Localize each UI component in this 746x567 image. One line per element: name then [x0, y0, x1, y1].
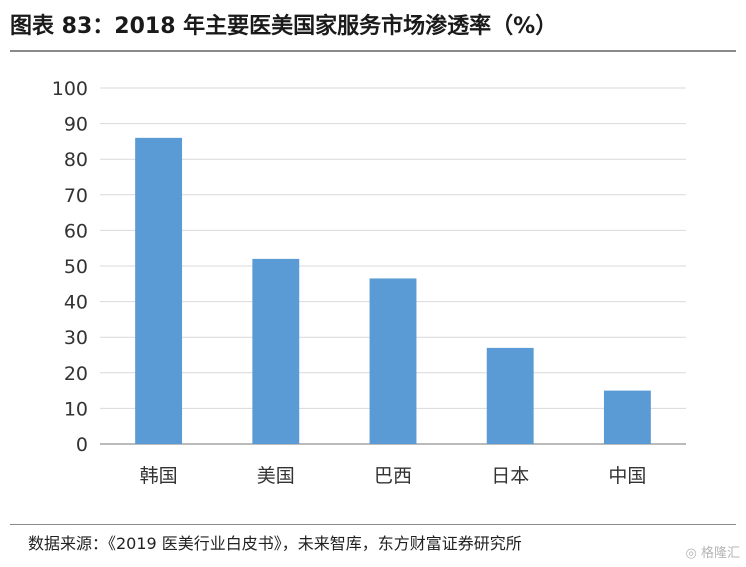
source-note: 数据来源：《2019 医美行业白皮书》，未来智库，东方财富证券研究所 — [28, 534, 522, 553]
bar-3 — [486, 347, 534, 444]
y-tick-label: 30 — [64, 327, 88, 349]
x-axis-ticks: 韩国 美国 巴西 日本 中国 — [140, 465, 647, 487]
bar-0 — [135, 137, 183, 444]
y-tick-label: 40 — [64, 292, 88, 314]
x-tick-label: 日本 — [491, 465, 529, 487]
bars — [135, 137, 651, 444]
bar-1 — [252, 258, 300, 444]
x-tick-label: 中国 — [608, 465, 646, 487]
watermark-text: 格隆汇 — [700, 546, 740, 561]
y-axis-ticks: 0 10 20 30 40 50 60 70 80 90 100 — [52, 78, 88, 456]
title-divider — [10, 50, 736, 52]
x-tick-label: 韩国 — [140, 465, 178, 487]
watermark-logo: ◎ 格隆汇 — [686, 542, 741, 561]
y-tick-label: 10 — [64, 398, 88, 420]
bar-2 — [369, 278, 417, 444]
source-divider — [10, 524, 736, 525]
watermark-icon: ◎ — [685, 546, 697, 561]
bar-4 — [603, 390, 651, 444]
x-tick-label: 巴西 — [374, 465, 412, 487]
y-tick-label: 50 — [64, 256, 88, 278]
y-tick-label: 20 — [64, 363, 88, 385]
y-tick-label: 0 — [76, 434, 88, 456]
bar-chart: 0 10 20 30 40 50 60 70 80 90 100 韩国 美国 巴西 日本 中国 — [52, 78, 686, 487]
y-tick-label: 80 — [64, 149, 88, 171]
y-tick-label: 70 — [64, 185, 88, 207]
y-tick-label: 100 — [52, 78, 88, 100]
x-tick-label: 美国 — [257, 465, 295, 487]
chart-title: 图表 83：2018 年主要医美国家服务市场渗透率（%） — [10, 14, 558, 39]
y-tick-label: 90 — [64, 114, 88, 136]
y-tick-label: 60 — [64, 220, 88, 242]
